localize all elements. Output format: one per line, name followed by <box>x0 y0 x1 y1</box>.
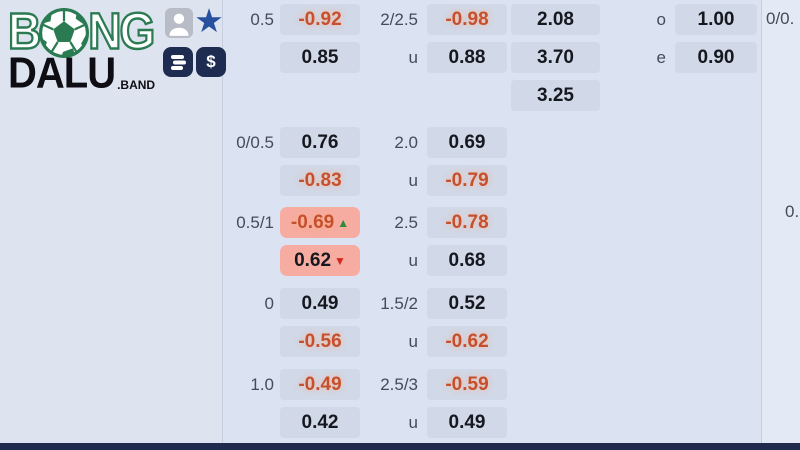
ou-odds-cell[interactable]: -0.62 <box>427 326 507 357</box>
ou-line-label: 2.0 <box>394 133 418 152</box>
ah-handicap-label: 0.5 <box>250 10 274 29</box>
bottom-section-bar <box>0 443 800 450</box>
odds-value: 0.88 <box>448 46 486 68</box>
ou-odds-cell[interactable]: -0.78 <box>427 207 507 238</box>
next-bookmaker-partial-column: 0/0. 0. <box>762 0 800 443</box>
odds-value: -0.83 <box>298 169 342 191</box>
draw-odds-cell[interactable]: 3.70 <box>511 42 600 73</box>
under-label: u <box>408 332 418 351</box>
odds-value: 3.25 <box>537 84 574 106</box>
odds-value: 0.68 <box>448 249 486 271</box>
odds-value: -0.59 <box>445 373 489 395</box>
home-win-odds-cell[interactable]: 2.08 <box>511 4 600 35</box>
ah-odds-cell[interactable]: 0.85 <box>280 42 360 73</box>
ou-odds-cell[interactable]: 0.88 <box>427 42 507 73</box>
logo-dalu-text: DALU <box>8 49 116 98</box>
trend-up-icon: ▲ <box>337 215 350 230</box>
odds-value: -0.78 <box>445 211 489 233</box>
ah-odds-cell[interactable]: -0.56 <box>280 326 360 357</box>
ah-odds-cell[interactable]: -0.92 <box>280 4 360 35</box>
partial-handicap-text: 0/0. <box>766 9 795 28</box>
ah-handicap-label: 1.0 <box>250 375 274 394</box>
ah-odds-cell[interactable]: 0.42 <box>280 407 360 438</box>
odds-value: -0.79 <box>445 169 489 191</box>
ah-odds-cell[interactable]: 0.76 <box>280 127 360 158</box>
left-panel: B <box>0 0 226 443</box>
odds-value: 0.49 <box>301 292 339 314</box>
betslip-button[interactable] <box>163 47 193 77</box>
ou-odds-cell[interactable]: 0.52 <box>427 288 507 319</box>
user-icon <box>169 13 189 36</box>
odds-value: 2.08 <box>537 8 574 30</box>
odds-value: 0.90 <box>697 46 735 68</box>
logo-word-top: B <box>7 1 156 61</box>
odds-value: 0.69 <box>448 131 486 153</box>
odds-value: -0.62 <box>445 330 489 352</box>
ou-odds-cell[interactable]: -0.59 <box>427 369 507 400</box>
ou-odds-cell[interactable]: -0.98 <box>427 4 507 35</box>
star-icon: ★ <box>194 2 224 39</box>
section-divider <box>761 0 762 443</box>
odds-value: 0.42 <box>301 411 339 433</box>
logo-word-bottom: DALU .BAND <box>8 49 156 98</box>
odds-value: -0.92 <box>298 8 342 30</box>
user-profile-button[interactable] <box>165 8 193 38</box>
favorite-star-button[interactable]: ★ <box>192 1 226 41</box>
odds-value: -0.69 <box>290 211 335 233</box>
odds-value: 0.49 <box>448 411 486 433</box>
odds-value: 3.70 <box>537 46 574 68</box>
even-label: e <box>656 48 666 67</box>
soccer-ball-icon <box>39 8 90 58</box>
odds-value: 0.85 <box>301 46 339 68</box>
odds-value: -0.98 <box>445 8 489 30</box>
trend-down-icon: ▼ <box>334 253 346 268</box>
ah-odds-cell[interactable]: -0.69 ▲ <box>280 207 360 238</box>
under-label: u <box>408 413 418 432</box>
under-label: u <box>408 171 418 190</box>
ou-line-label: 2.5 <box>394 213 418 232</box>
ah-handicap-label: 0.5/1 <box>236 213 274 232</box>
logo-letter-ng: NG <box>87 1 156 61</box>
ou-odds-cell[interactable]: -0.79 <box>427 165 507 196</box>
bongdalu-logo[interactable]: B <box>7 1 156 98</box>
odd-label: o <box>656 10 666 29</box>
dollar-icon: $ <box>206 52 216 71</box>
ou-odds-cell[interactable]: 0.68 <box>427 245 507 276</box>
odd-odds-cell[interactable]: 1.00 <box>675 4 757 35</box>
ou-line-label: 2.5/3 <box>380 375 418 394</box>
ou-odds-cell[interactable]: 0.49 <box>427 407 507 438</box>
ah-odds-cell[interactable]: 0.62 ▼ <box>280 245 360 276</box>
ah-odds-cell[interactable]: -0.83 <box>280 165 360 196</box>
odds-value: 0.52 <box>448 292 486 314</box>
odds-value: 0.76 <box>301 131 339 153</box>
ou-odds-cell[interactable]: 0.69 <box>427 127 507 158</box>
odds-value: 1.00 <box>697 8 735 30</box>
odds-value: -0.49 <box>298 373 342 395</box>
ah-handicap-label: 0/0.5 <box>236 133 274 152</box>
odds-value: -0.56 <box>298 330 342 352</box>
coins-stack-icon <box>170 54 186 70</box>
odds-value: 0.62 <box>294 249 332 271</box>
ou-line-label: 2/2.5 <box>380 10 418 29</box>
ah-odds-cell[interactable]: -0.49 <box>280 369 360 400</box>
ah-odds-cell[interactable]: 0.49 <box>280 288 360 319</box>
away-win-odds-cell[interactable]: 3.25 <box>511 80 600 111</box>
deposit-dollar-button[interactable]: $ <box>196 47 226 77</box>
ou-line-label: 1.5/2 <box>380 294 418 313</box>
ah-handicap-label: 0 <box>264 294 274 313</box>
under-label: u <box>408 251 418 270</box>
even-odds-cell[interactable]: 0.90 <box>675 42 757 73</box>
logo-letter-b: B <box>7 1 42 61</box>
logo-band-suffix: .BAND <box>117 78 156 92</box>
partial-handicap-text: 0. <box>785 202 800 221</box>
under-label: u <box>408 48 418 67</box>
